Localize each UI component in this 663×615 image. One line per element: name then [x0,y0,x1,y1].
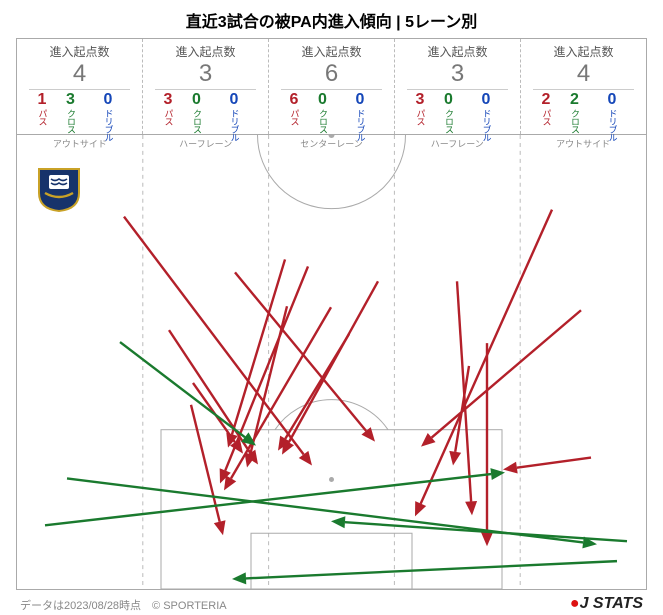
pa-entry-chart: 直近3試合の被PA内進入傾向 | 5レーン別 進入起点数 4 1パス 3クロス … [0,4,663,615]
lane-name-label: アウトサイド [556,137,610,150]
footer: データは2023/08/28時点 © SPORTERIA ●J STATS [0,595,663,613]
pitch-svg [17,135,646,589]
stat-total: 3 [155,60,256,90]
stat-breakdown: 3パス 0クロス 0ドリブル [145,92,266,141]
lane-stat: 進入起点数 3 3パス 0クロス 0ドリブル [143,39,269,134]
lane-stat: 進入起点数 4 2パス 2クロス 0ドリブル [521,39,646,134]
stat-cross: 3クロス [57,92,84,141]
stat-cross: 2クロス [561,92,588,141]
stat-dribble: 0ドリブル [90,92,126,141]
lane-stat: 進入起点数 6 6パス 0クロス 0ドリブル [269,39,395,134]
lane-stat: 進入起点数 3 3パス 0クロス 0ドリブル [395,39,521,134]
stat-dribble: 0ドリブル [594,92,630,141]
stat-dribble: 0ドリブル [216,92,252,141]
stat-total: 4 [533,60,634,90]
pitch-area: アウトサイド ハーフレーン センターレーン ハーフレーン アウトサイド [17,135,646,589]
stat-cross: 0クロス [183,92,210,141]
lane-name-label: ハーフレーン [179,137,232,150]
lane-name-label: アウトサイド [53,137,107,150]
stat-label: 進入起点数 [523,43,644,60]
footer-brand: ●J STATS [570,595,643,613]
stat-label: 進入起点数 [19,43,140,60]
lane-name-label: ハーフレーン [431,137,484,150]
stat-breakdown: 6パス 0クロス 0ドリブル [271,92,392,141]
lane-stats-row: 進入起点数 4 1パス 3クロス 0ドリブル 進入起点数 3 3パス 0クロス … [17,39,646,135]
stat-breakdown: 3パス 0クロス 0ドリブル [397,92,518,141]
stat-breakdown: 1パス 3クロス 0ドリブル [19,92,140,141]
stat-cross: 0クロス [309,92,336,141]
lane-name-label: センターレーン [300,137,363,150]
stat-cross: 0クロス [435,92,462,141]
stat-dribble: 0ドリブル [342,92,378,141]
stat-pass: 3パス [159,92,177,141]
chart-title: 直近3試合の被PA内進入傾向 | 5レーン別 [0,4,663,38]
stat-dribble: 0ドリブル [468,92,504,141]
lane-stat: 進入起点数 4 1パス 3クロス 0ドリブル [17,39,143,134]
stat-pass: 3パス [411,92,429,141]
chart-area: 進入起点数 4 1パス 3クロス 0ドリブル 進入起点数 3 3パス 0クロス … [16,38,647,590]
stat-total: 6 [281,60,382,90]
stat-pass: 1パス [33,92,51,141]
stat-total: 3 [407,60,508,90]
stat-pass: 2パス [537,92,555,141]
stat-breakdown: 2パス 2クロス 0ドリブル [523,92,644,141]
stat-label: 進入起点数 [397,43,518,60]
stat-label: 進入起点数 [271,43,392,60]
stat-total: 4 [29,60,130,90]
stat-label: 進入起点数 [145,43,266,60]
stat-pass: 6パス [285,92,303,141]
